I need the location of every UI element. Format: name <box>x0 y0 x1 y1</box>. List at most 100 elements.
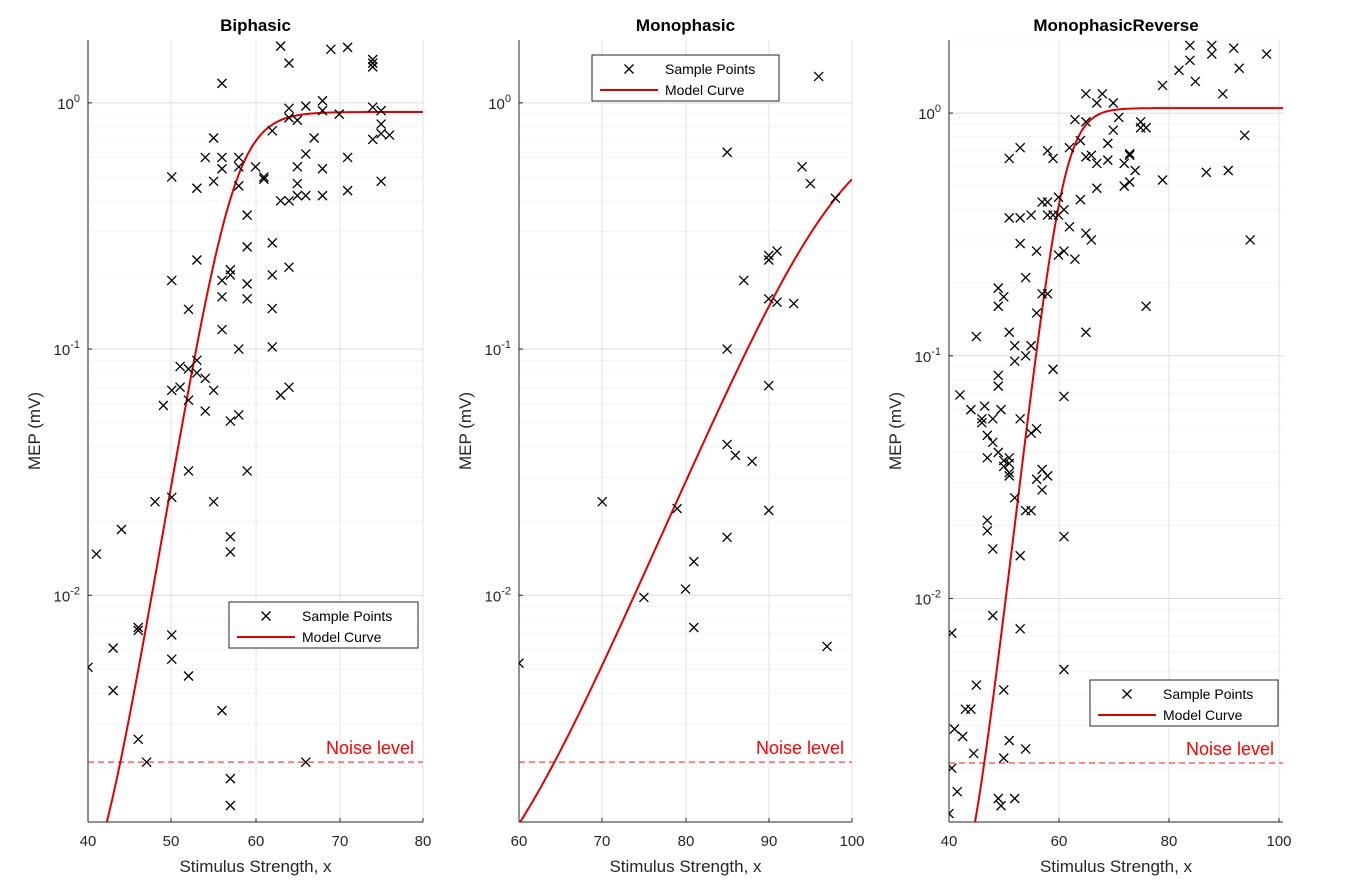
sample-point <box>217 152 227 163</box>
sample-point <box>971 680 982 691</box>
sample-point <box>166 629 177 640</box>
legend-label-model-curve: Model Curve <box>302 629 382 645</box>
sample-point <box>384 130 395 141</box>
sample-point <box>1015 413 1026 424</box>
sample-point-stroke <box>200 373 211 384</box>
sample-point-stroke <box>1004 470 1015 481</box>
sample-point <box>805 178 816 189</box>
sample-point <box>1157 80 1168 91</box>
sample-point-stroke <box>242 293 253 304</box>
sample-point <box>217 78 227 89</box>
sample-point <box>1004 212 1015 223</box>
sample-point <box>250 161 261 172</box>
sample-point <box>158 400 169 411</box>
sample-point-stroke <box>200 406 211 417</box>
sample-point <box>233 409 244 420</box>
sample-point <box>1119 158 1130 169</box>
sample-point-stroke <box>367 58 378 69</box>
sample-point <box>166 654 177 665</box>
sample-point <box>225 269 236 280</box>
sample-point <box>1004 467 1015 478</box>
sample-point <box>1015 550 1026 561</box>
sample-point-stroke <box>183 465 194 476</box>
x-tick-label: 80 <box>415 833 432 850</box>
sample-point-stroke <box>242 241 253 252</box>
sample-point <box>367 54 378 65</box>
plot-area <box>88 41 423 822</box>
y-tick-label: 100 <box>57 93 80 113</box>
sample-point <box>267 269 278 280</box>
sample-point-stroke <box>672 503 683 514</box>
legend-marker-icon <box>1122 689 1132 699</box>
sample-point <box>1086 235 1097 245</box>
sample-point <box>300 190 311 201</box>
sample-point-stroke <box>1004 467 1015 478</box>
x-tick-label: 60 <box>1051 833 1068 850</box>
y-tick-label: 10-1 <box>54 339 80 359</box>
sample-point-stroke <box>1053 192 1064 203</box>
sample-point <box>1031 474 1042 485</box>
sample-point-stroke <box>166 629 177 640</box>
sample-point-stroke <box>284 112 294 123</box>
sample-point-stroke <box>292 178 303 189</box>
sample-point <box>763 380 774 391</box>
sample-point <box>284 103 294 114</box>
sample-point <box>1097 88 1108 99</box>
sample-point-stroke <box>957 731 968 742</box>
sample-point-stroke <box>1206 40 1217 51</box>
panel-title: Biphasic <box>220 16 291 35</box>
sample-point <box>1206 49 1217 60</box>
sample-point <box>175 382 186 393</box>
x-axis-label: Stimulus Strength, x <box>1040 857 1193 876</box>
sample-point-stroke <box>1059 664 1069 675</box>
sample-point <box>267 341 278 352</box>
y-tick-label-exponent: -2 <box>70 585 80 597</box>
sample-point-stroke <box>342 42 353 53</box>
sample-point-stroke <box>1026 505 1037 516</box>
sample-point-stroke <box>987 610 998 621</box>
sample-point <box>1059 664 1069 675</box>
sample-point-stroke <box>1042 197 1053 207</box>
sample-point <box>183 304 194 315</box>
sample-point <box>166 172 177 182</box>
sample-point <box>217 275 227 286</box>
sample-point-stroke <box>284 195 294 206</box>
sample-point-stroke <box>968 748 979 759</box>
sample-point <box>342 185 353 196</box>
sample-point-stroke <box>1124 177 1135 187</box>
sample-point <box>954 389 965 400</box>
legend-label-sample-points: Sample Points <box>1163 686 1253 702</box>
sample-point-stroke <box>965 704 976 715</box>
sample-point-stroke <box>638 592 649 603</box>
sample-point <box>367 134 378 145</box>
legend-label-sample-points: Sample Points <box>302 608 392 624</box>
panel-monophasic: 60 70 80 90 10010-210-1100MonophasicStimulus… <box>456 16 865 876</box>
sample-point-stroke <box>88 662 93 669</box>
sample-point-stroke <box>1261 49 1272 60</box>
sample-point <box>797 161 808 172</box>
sample-point-stroke <box>376 105 387 116</box>
sample-point-stroke <box>1190 76 1201 87</box>
sample-point-stroke <box>998 753 1009 764</box>
sample-point <box>367 61 378 72</box>
noise-level-label: Noise level <box>326 738 414 758</box>
sample-point <box>1004 735 1015 746</box>
sample-point-stroke <box>292 115 303 126</box>
sample-point-stroke <box>267 237 278 248</box>
sample-point <box>225 773 236 784</box>
sample-point-stroke <box>979 401 990 412</box>
sample-point-stroke <box>183 364 194 374</box>
sample-point-stroke <box>998 291 1009 302</box>
noise-level-label: Noise level <box>756 738 844 758</box>
sample-point-stroke <box>1015 142 1026 153</box>
sample-point-stroke <box>1059 531 1069 542</box>
sample-point <box>965 704 976 715</box>
sample-point <box>1080 327 1091 338</box>
sample-point <box>133 622 144 633</box>
sample-point-stroke <box>763 380 774 391</box>
sample-point-stroke <box>971 331 982 342</box>
sample-point-stroke <box>1004 735 1015 746</box>
x-tick-label: 40 <box>941 833 958 850</box>
y-tick-label: 100 <box>488 93 511 113</box>
